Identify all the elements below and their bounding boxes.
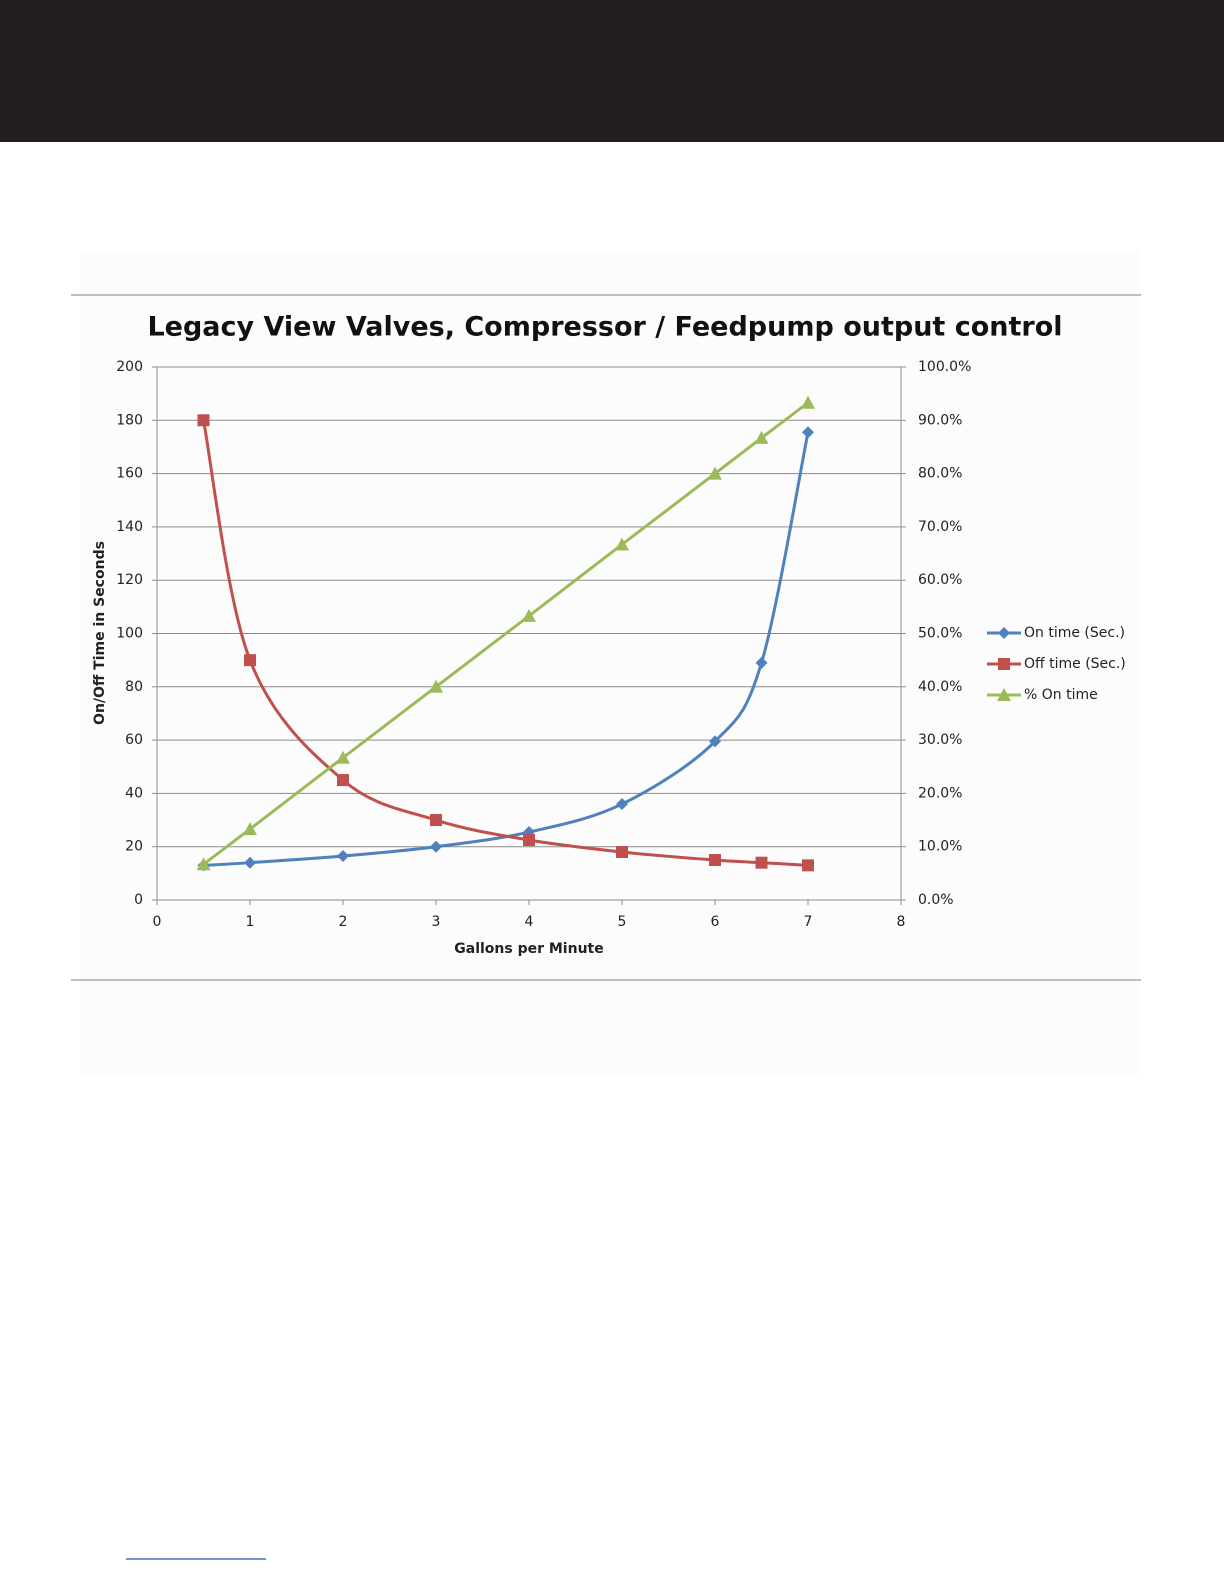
marker (196, 857, 211, 871)
y2-tick-label: 30.0% (918, 732, 962, 748)
x-tick-label: 4 (525, 914, 534, 930)
y2-tick-label: 70.0% (918, 519, 962, 535)
marker (615, 537, 629, 551)
y-tick-label: 20 (125, 839, 143, 855)
y-tick-label: 60 (125, 732, 143, 748)
marker (337, 850, 349, 863)
y-tick-label: 140 (116, 519, 143, 535)
y2-tick-label: 10.0% (918, 839, 962, 855)
x-tick-label: 8 (897, 914, 906, 930)
x-tick-label: 5 (618, 914, 627, 930)
x-tick-label: 0 (153, 914, 162, 930)
marker (709, 854, 721, 867)
y2-tick-label: 60.0% (918, 572, 962, 588)
x-tick-label: 2 (339, 914, 348, 930)
marker (430, 840, 442, 853)
y2-tick-label: 90.0% (918, 412, 962, 428)
y-tick-label: 120 (116, 572, 143, 588)
marker (616, 798, 628, 811)
marker (523, 834, 535, 847)
y-tick-label: 40 (125, 785, 143, 801)
marker (522, 608, 536, 622)
y-tick-label: 200 (116, 359, 143, 375)
marker (754, 430, 769, 444)
x-axis-title: Gallons per Minute (454, 941, 603, 957)
marker (616, 846, 628, 859)
marker (244, 654, 256, 667)
header-bar (0, 0, 1224, 142)
legend-marker (997, 688, 1011, 701)
chart-area (80, 250, 1140, 1075)
marker (337, 774, 349, 787)
marker (197, 414, 210, 427)
y2-tick-label: 40.0% (918, 679, 962, 695)
legend-marker (998, 658, 1010, 670)
marker (802, 426, 814, 439)
marker (801, 395, 815, 409)
legend-marker (998, 627, 1010, 639)
marker (708, 466, 722, 480)
y-tick-label: 0 (134, 892, 143, 908)
marker (755, 856, 768, 869)
marker (802, 859, 814, 872)
legend-label: Off time (Sec.) (1024, 656, 1126, 672)
y-tick-label: 80 (125, 679, 143, 695)
x-tick-label: 6 (711, 914, 720, 930)
marker (429, 679, 443, 693)
marker (709, 735, 721, 748)
y-tick-label: 180 (116, 412, 143, 428)
marker (336, 750, 350, 764)
y2-tick-label: 50.0% (918, 626, 962, 642)
y-tick-label: 100 (116, 626, 143, 642)
y2-tick-label: 100.0% (918, 359, 971, 375)
y2-tick-label: 0.0% (918, 892, 954, 908)
marker (755, 656, 768, 669)
y-axis-title: On/Off Time in Seconds (92, 541, 108, 725)
y2-tick-label: 20.0% (918, 785, 962, 801)
x-tick-label: 1 (246, 914, 255, 930)
y2-tick-label: 80.0% (918, 466, 962, 482)
marker (243, 822, 257, 836)
legend-label: % On time (1024, 687, 1098, 703)
x-tick-label: 3 (432, 914, 441, 930)
chart-title: Legacy View Valves, Compressor / Feedpum… (147, 312, 1062, 343)
x-tick-label: 7 (804, 914, 813, 930)
marker (430, 814, 442, 827)
marker (244, 856, 256, 869)
y-tick-label: 160 (116, 466, 143, 482)
legend-label: On time (Sec.) (1024, 625, 1125, 641)
